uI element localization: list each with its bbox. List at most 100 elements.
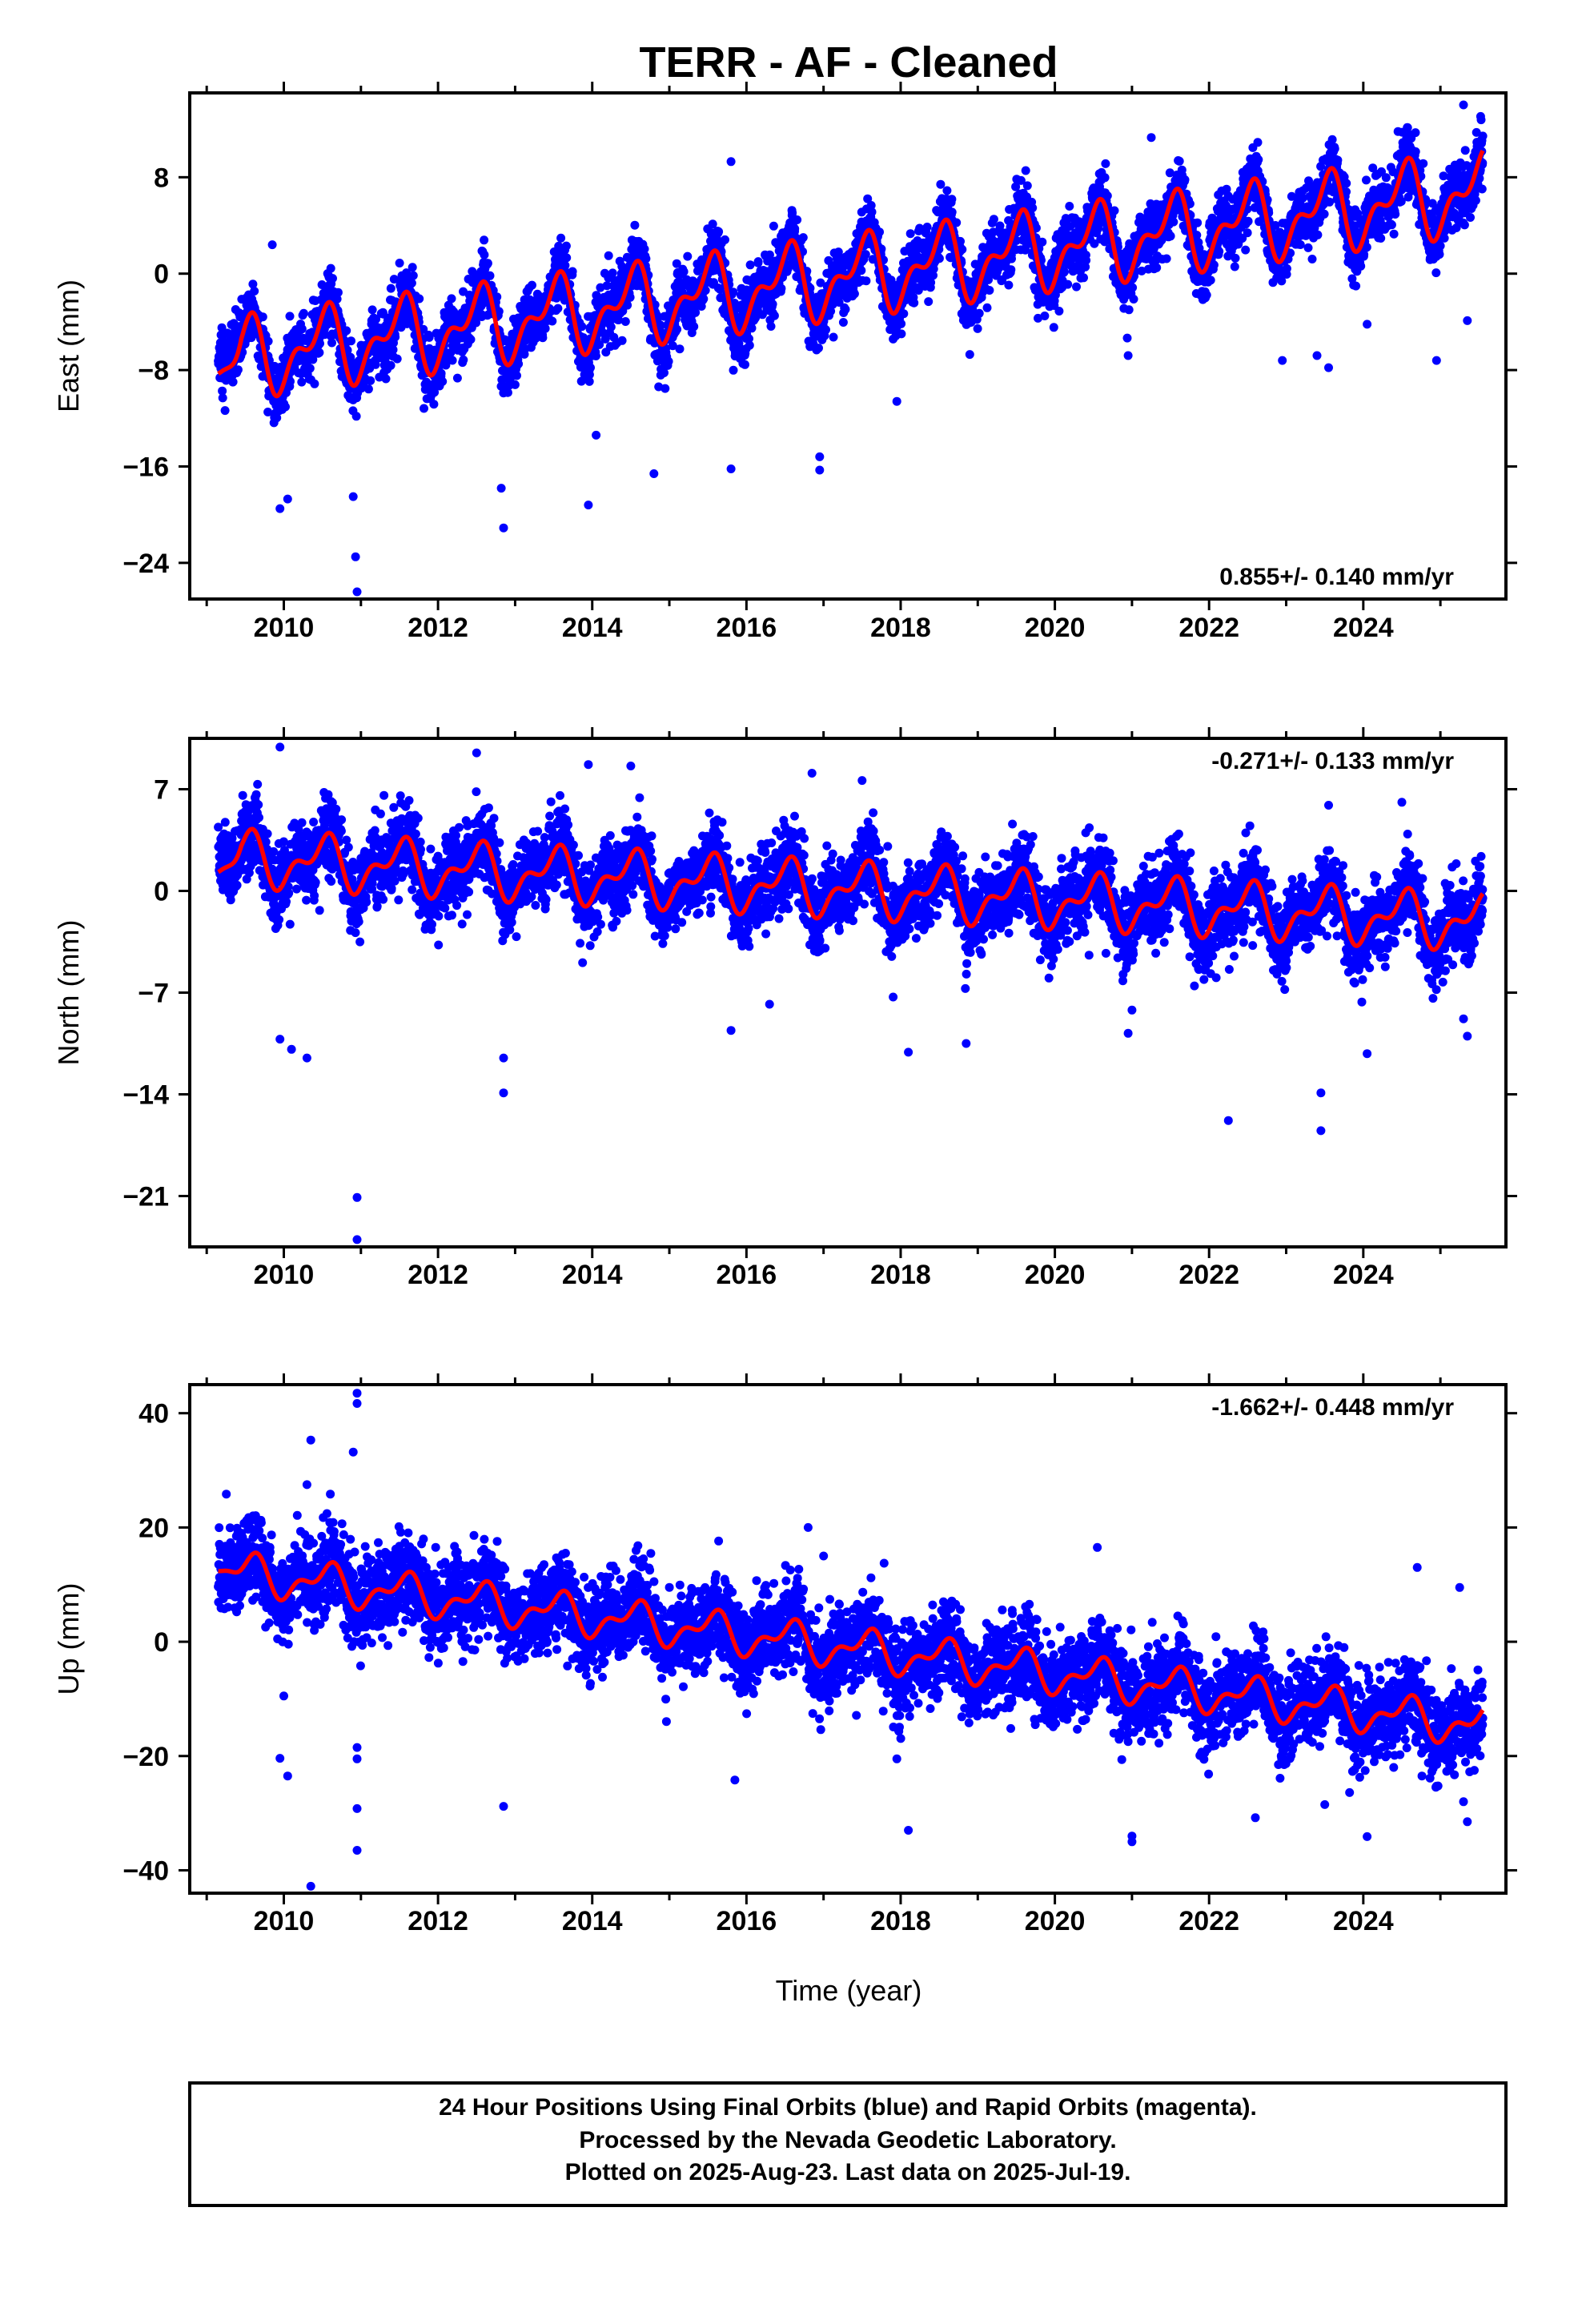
data-point [447, 294, 456, 304]
data-point [466, 335, 476, 344]
data-point [708, 219, 717, 229]
data-point [328, 274, 337, 283]
data-point [1079, 273, 1088, 283]
data-point [1072, 282, 1081, 292]
data-point [942, 186, 952, 195]
data-point [327, 338, 336, 348]
data-point [347, 336, 355, 346]
data-point [973, 324, 982, 333]
data-point [656, 320, 665, 330]
data-point [333, 287, 343, 297]
data-point [1063, 279, 1073, 289]
data-point [480, 235, 489, 245]
data-point [861, 250, 870, 259]
data-point [538, 333, 548, 343]
data-point [641, 254, 651, 263]
figure-title: TERR - AF - Cleaned [639, 38, 1058, 86]
data-point [768, 300, 777, 309]
data-point [1313, 230, 1323, 239]
data-point [790, 224, 800, 234]
data-point [263, 408, 273, 416]
data-point [1166, 231, 1175, 241]
data-point [729, 287, 738, 297]
data-point [664, 356, 673, 366]
data-point [1231, 253, 1240, 263]
data-point [591, 352, 600, 360]
data-point [1209, 260, 1219, 270]
data-point [683, 251, 693, 261]
data-point [494, 307, 504, 316]
data-point [286, 376, 295, 386]
data-point [419, 324, 428, 334]
data-point [1241, 245, 1251, 255]
data-point [1122, 333, 1132, 343]
data-point [281, 402, 290, 412]
data-point [480, 250, 489, 259]
data-point [492, 292, 502, 302]
data-point [1307, 255, 1317, 263]
data-point [560, 260, 570, 270]
data-point [897, 319, 906, 328]
data-point [218, 393, 227, 403]
data-point [1128, 283, 1138, 292]
data-point [1282, 263, 1291, 273]
data-point [363, 384, 373, 394]
data-point [1243, 216, 1253, 226]
data-point [721, 235, 729, 244]
data-point [332, 294, 342, 304]
data-point [947, 195, 957, 204]
data-point [1006, 265, 1016, 275]
data-point [452, 373, 462, 383]
data-point [600, 334, 610, 344]
data-point [1054, 307, 1064, 316]
data-point [424, 332, 434, 342]
data-point [315, 348, 324, 357]
data-point [220, 406, 230, 416]
data-point [367, 305, 377, 315]
data-point [553, 304, 563, 313]
data-point [514, 359, 524, 368]
data-point [510, 380, 520, 389]
data-point [586, 363, 595, 372]
data-point [668, 341, 677, 351]
data-point [1319, 209, 1329, 219]
data-point [548, 316, 557, 326]
data-point [861, 276, 871, 286]
data-point [448, 356, 457, 365]
data-point [1295, 240, 1305, 249]
data-point [947, 207, 957, 217]
data-point [485, 271, 495, 280]
data-point [1230, 262, 1239, 271]
data-point [388, 345, 398, 355]
data-point [857, 266, 866, 275]
data-point [297, 377, 307, 387]
data-point [679, 267, 689, 276]
data-point [218, 386, 227, 396]
data-point [1180, 175, 1190, 184]
data-point [952, 218, 962, 227]
data-point [625, 292, 635, 302]
data-point [250, 287, 259, 296]
data-point [1330, 144, 1339, 154]
data-point [974, 308, 984, 318]
data-points-group [214, 100, 1488, 597]
data-point [1021, 166, 1030, 175]
data-point [392, 354, 402, 364]
data-point [272, 413, 282, 423]
data-point [769, 311, 779, 320]
data-point [1253, 138, 1263, 147]
data-point [346, 352, 355, 362]
data-point [909, 298, 919, 308]
data-point [595, 340, 604, 349]
data-point [1082, 255, 1091, 265]
data-point [867, 207, 877, 217]
data-point [381, 374, 391, 384]
data-point [1215, 247, 1224, 256]
data-point [459, 355, 468, 364]
data-point [1129, 295, 1138, 304]
data-point [729, 365, 738, 375]
data-point [429, 400, 439, 409]
data-point [777, 283, 786, 293]
data-point [924, 297, 934, 307]
data-point [604, 251, 613, 260]
